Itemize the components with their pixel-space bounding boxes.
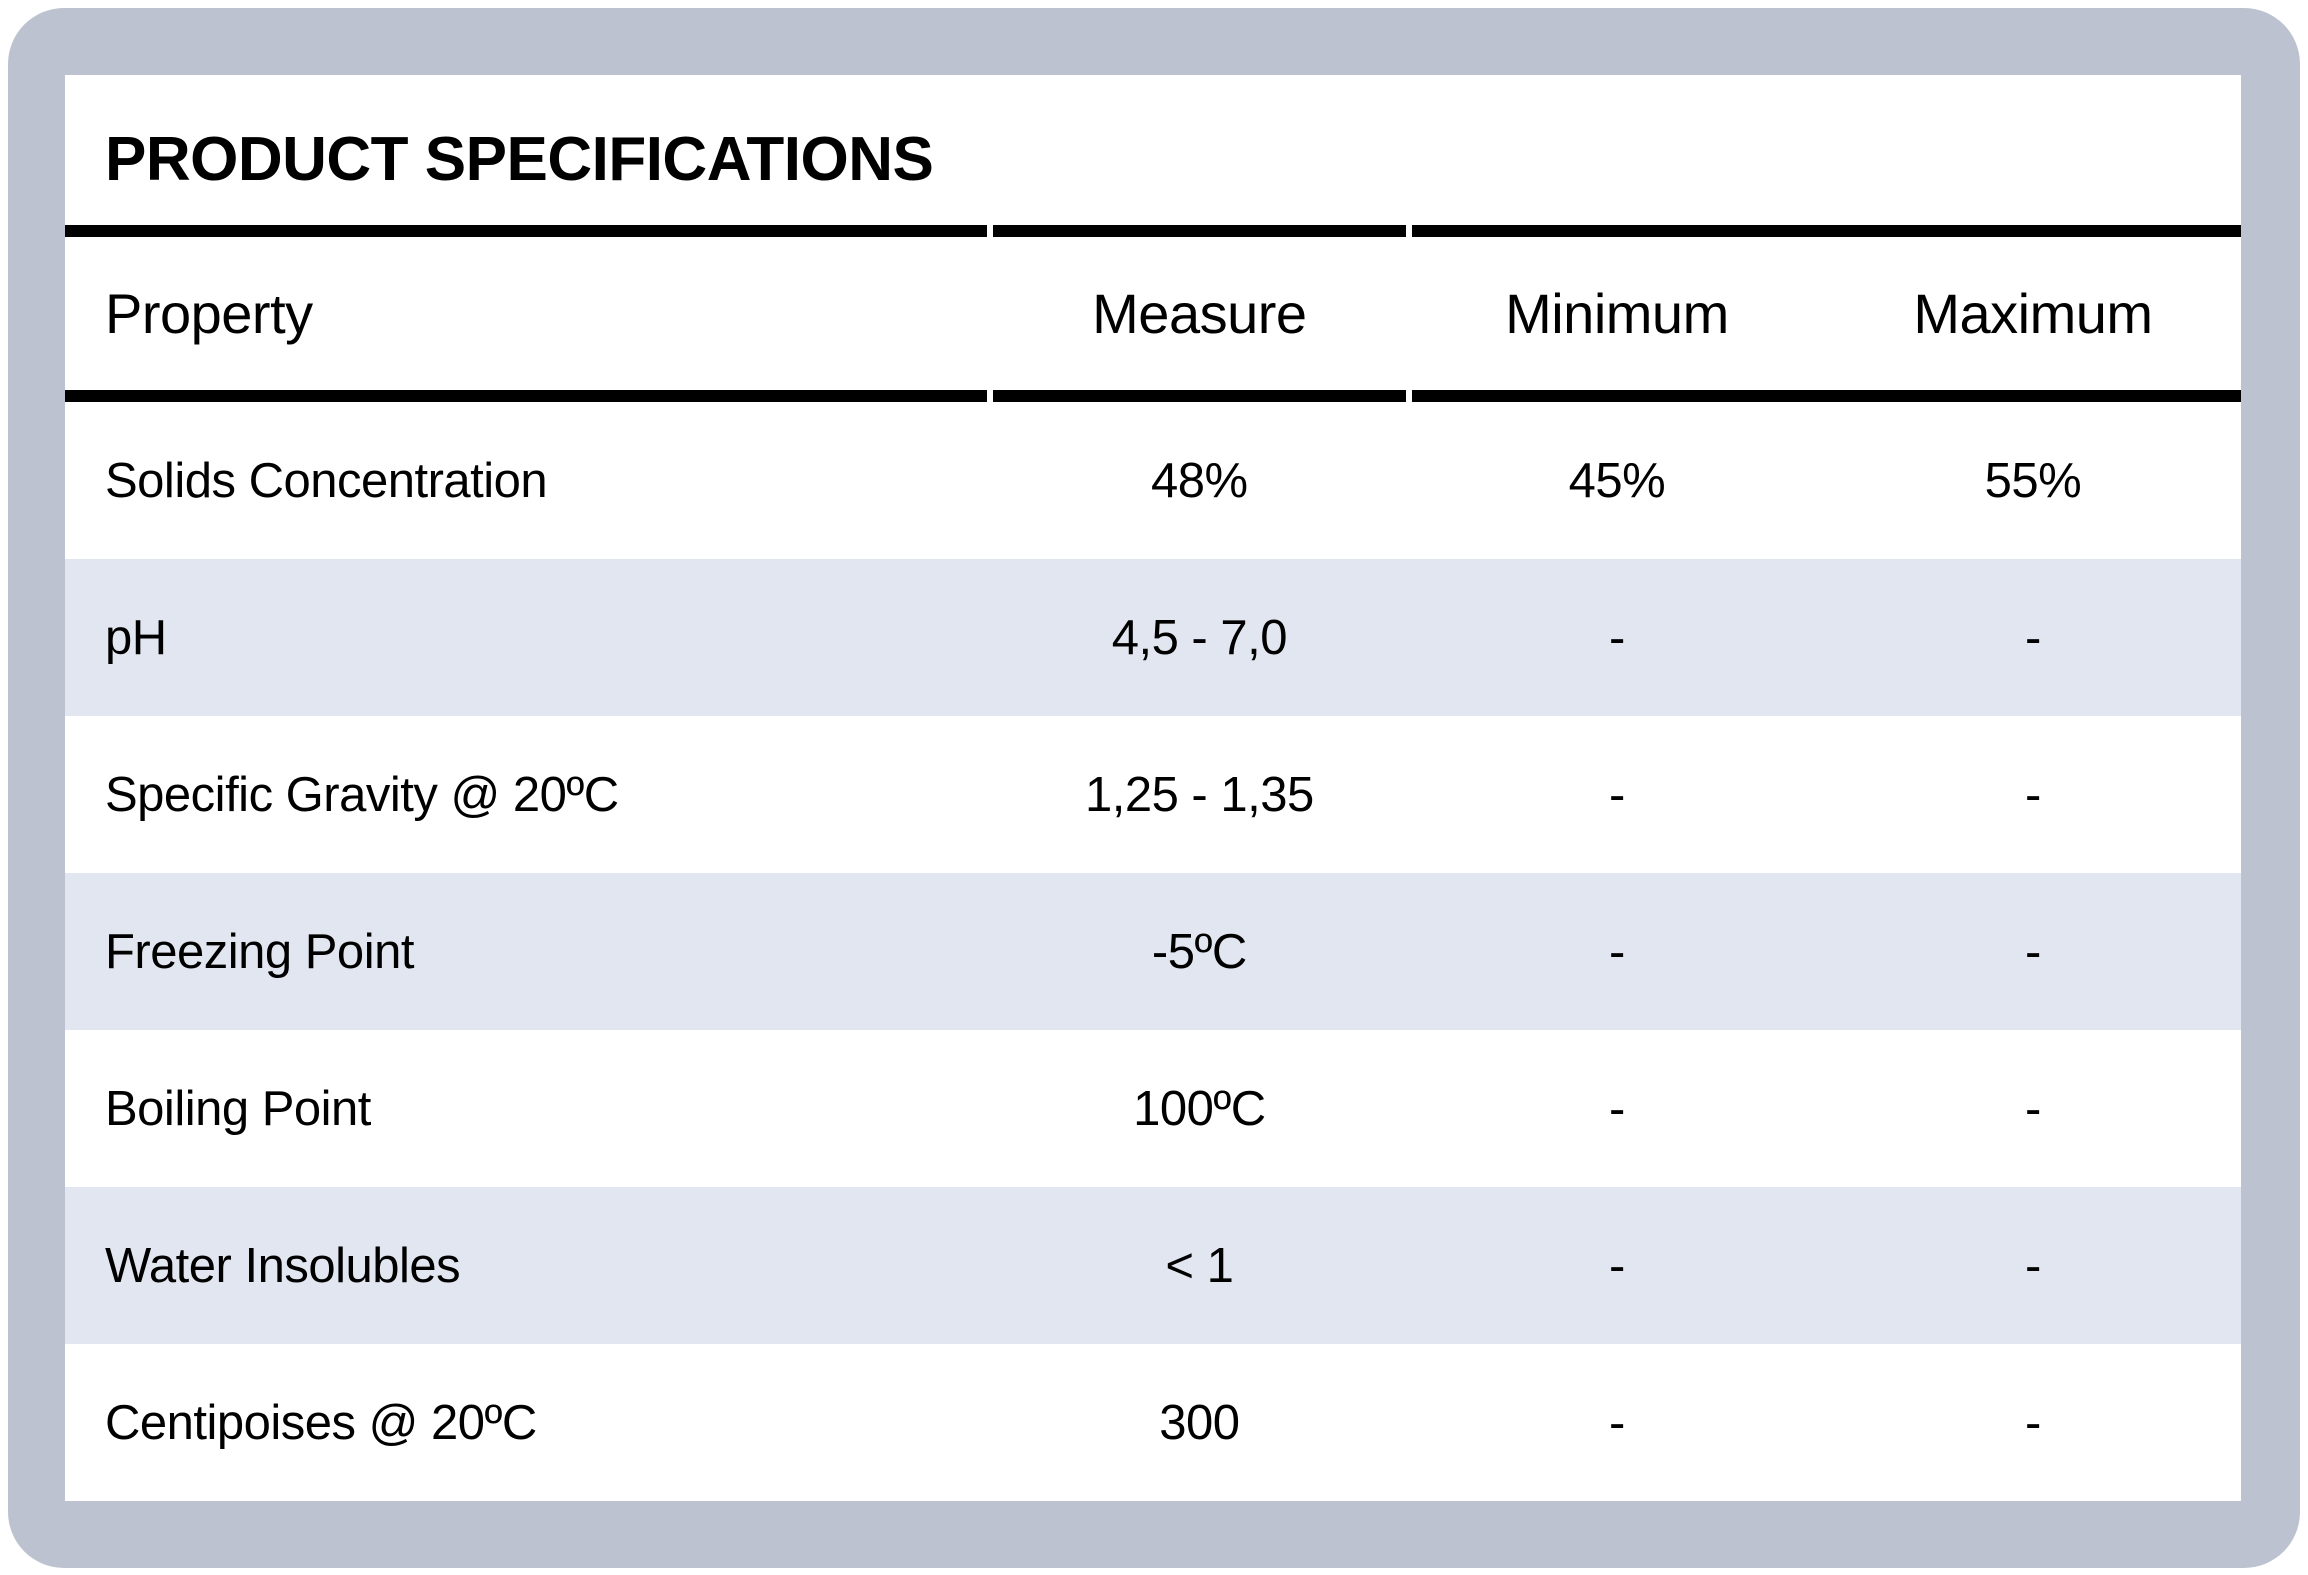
table-row: Water Insolubles < 1 - - bbox=[65, 1187, 2241, 1344]
column-header-property: Property bbox=[105, 282, 313, 345]
column-header-minimum: Minimum bbox=[1505, 282, 1729, 345]
cell-minimum: 45% bbox=[1568, 453, 1666, 508]
cell-minimum: - bbox=[1609, 610, 1625, 665]
cell-property: pH bbox=[105, 610, 167, 665]
table-row: Boiling Point 100ºC - - bbox=[65, 1030, 2241, 1187]
cell-measure: 100ºC bbox=[1133, 1081, 1266, 1136]
spec-card: PRODUCT SPECIFICATIONS Property Measure … bbox=[65, 75, 2241, 1501]
cell-maximum: - bbox=[2025, 1081, 2041, 1136]
cell-maximum: - bbox=[2025, 767, 2041, 822]
table-row: Centipoises @ 20ºC 300 - - bbox=[65, 1344, 2241, 1501]
column-header-measure: Measure bbox=[1092, 282, 1307, 345]
cell-property: Solids Concentration bbox=[105, 453, 548, 508]
table-row: Freezing Point -5ºC - - bbox=[65, 873, 2241, 1030]
cell-property: Specific Gravity @ 20ºC bbox=[105, 767, 619, 822]
title-rule bbox=[65, 225, 2241, 237]
table-header-row: Property Measure Minimum Maximum bbox=[65, 237, 2241, 390]
cell-minimum: - bbox=[1609, 1238, 1625, 1293]
cell-measure: 300 bbox=[1159, 1395, 1240, 1450]
cell-measure: 4,5 - 7,0 bbox=[1111, 610, 1288, 665]
table-row: pH 4,5 - 7,0 - - bbox=[65, 559, 2241, 716]
title-block: PRODUCT SPECIFICATIONS bbox=[65, 75, 2241, 225]
table-row: Solids Concentration 48% 45% 55% bbox=[65, 402, 2241, 559]
cell-property: Freezing Point bbox=[105, 924, 414, 979]
table-row: Specific Gravity @ 20ºC 1,25 - 1,35 - - bbox=[65, 716, 2241, 873]
panel-title: PRODUCT SPECIFICATIONS bbox=[105, 124, 934, 194]
cell-maximum: 55% bbox=[1984, 453, 2082, 508]
cell-maximum: - bbox=[2025, 1395, 2041, 1450]
cell-maximum: - bbox=[2025, 924, 2041, 979]
cell-minimum: - bbox=[1609, 1081, 1625, 1136]
cell-measure: -5ºC bbox=[1151, 924, 1247, 979]
cell-maximum: - bbox=[2025, 610, 2041, 665]
cell-property: Centipoises @ 20ºC bbox=[105, 1395, 537, 1450]
header-rule bbox=[65, 390, 2241, 402]
cell-minimum: - bbox=[1609, 767, 1625, 822]
cell-property: Boiling Point bbox=[105, 1081, 371, 1136]
table-body: Solids Concentration 48% 45% 55% pH 4,5 - 7,0… bbox=[65, 402, 2241, 1501]
cell-measure: < 1 bbox=[1165, 1238, 1234, 1293]
column-header-maximum: Maximum bbox=[1913, 282, 2153, 345]
cell-property: Water Insolubles bbox=[105, 1238, 461, 1293]
cell-measure: 48% bbox=[1151, 453, 1248, 508]
cell-measure: 1,25 - 1,35 bbox=[1084, 767, 1314, 822]
spec-panel: PRODUCT SPECIFICATIONS Property Measure … bbox=[8, 8, 2300, 1568]
cell-minimum: - bbox=[1609, 924, 1625, 979]
cell-minimum: - bbox=[1609, 1395, 1625, 1450]
cell-maximum: - bbox=[2025, 1238, 2041, 1293]
